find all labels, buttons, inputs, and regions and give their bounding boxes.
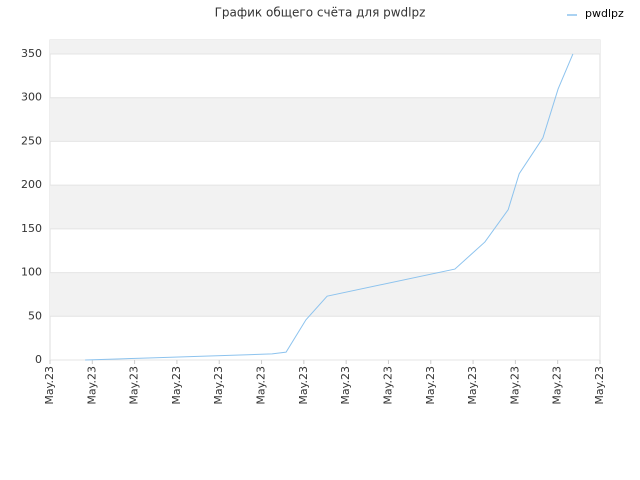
x-tick-label: May.23 [339, 366, 352, 405]
line [85, 53, 574, 361]
x-tick-label: May.23 [170, 366, 183, 405]
grid-band [50, 272, 600, 317]
chart-title: График общего счёта для pwdlpz [215, 6, 426, 20]
y-tick-label: 150 [21, 222, 42, 235]
grid-band [50, 185, 600, 229]
legend-label: pwdlpz [585, 7, 624, 20]
x-tick-label: May.23 [381, 366, 394, 405]
y-tick-label: 100 [21, 266, 42, 279]
x-tick-label: May.23 [212, 366, 225, 405]
grid-band [50, 97, 600, 142]
x-tick-label: May.23 [255, 366, 268, 405]
x-tick-label: May.23 [128, 366, 141, 405]
x-tick-label: May.23 [43, 366, 56, 405]
y-tick-label: 300 [21, 91, 42, 104]
y-tick-label: 50 [28, 309, 42, 322]
y-tick-label: 200 [21, 178, 42, 191]
y-tick-label: 350 [21, 47, 42, 60]
grid-band [50, 40, 600, 54]
x-tick-label: May.23 [466, 366, 479, 405]
y-tick-label: 250 [21, 134, 42, 147]
x-tick-label: May.23 [508, 366, 521, 405]
x-tick-label: May.23 [85, 366, 98, 405]
x-tick-label: May.23 [593, 366, 606, 405]
x-tick-label: May.23 [551, 366, 564, 405]
y-tick-label: 0 [35, 353, 42, 366]
x-tick-label: May.23 [424, 366, 437, 405]
x-tick-label: May.23 [297, 366, 310, 405]
